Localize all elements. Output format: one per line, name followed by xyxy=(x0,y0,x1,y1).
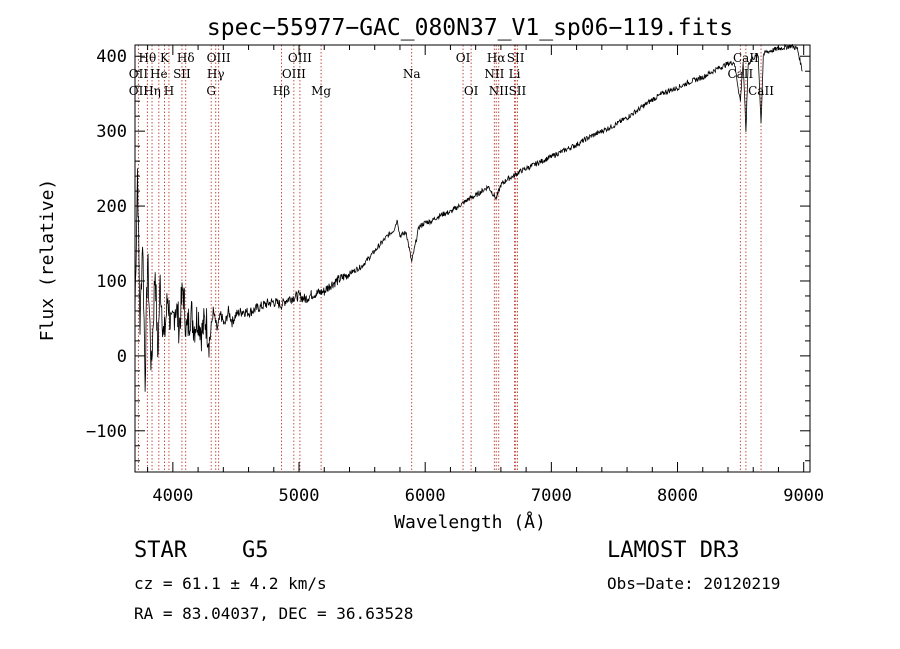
line-label: Hγ xyxy=(207,67,225,81)
line-label: OI xyxy=(464,84,479,98)
survey-name: LAMOST DR3 xyxy=(607,538,740,563)
chart-title: spec−55977−GAC_080N37_V1_sp06−119.fits xyxy=(207,15,733,41)
object-class: STAR xyxy=(134,538,187,563)
line-label: CaII xyxy=(733,51,759,65)
x-tick-label: 6000 xyxy=(405,486,446,506)
y-tick-label: −100 xyxy=(86,422,127,442)
line-label: Hα xyxy=(487,51,506,65)
line-label: Hθ xyxy=(139,51,157,65)
line-label: OIII xyxy=(282,67,306,81)
y-axis-label: Flux (relative) xyxy=(37,179,58,342)
line-label: SII xyxy=(173,67,191,81)
line-label: OII xyxy=(129,84,149,98)
line-label: NII xyxy=(484,67,504,81)
line-label: G xyxy=(206,84,216,98)
line-label: K xyxy=(160,51,170,65)
line-label: H xyxy=(164,84,174,98)
line-label: SII xyxy=(507,51,525,65)
line-label: SII xyxy=(509,84,527,98)
x-tick-label: 7000 xyxy=(531,486,572,506)
line-label: Hη xyxy=(143,84,161,98)
line-label: OI xyxy=(456,51,471,65)
line-label: OIII xyxy=(207,51,231,65)
spectrum-chart: spec−55977−GAC_080N37_V1_sp06−119.fits H… xyxy=(37,15,824,533)
line-label: CaII xyxy=(748,84,774,98)
y-axis-ticks: −100 0 100 200 300 400 xyxy=(86,47,810,462)
plot-series xyxy=(134,43,803,392)
spectral-line-markers xyxy=(137,45,762,472)
line-label: OIII xyxy=(288,51,312,65)
redshift-cz: cz = 61.1 ± 4.2 km/s xyxy=(134,574,327,593)
x-tick-label: 5000 xyxy=(279,486,320,506)
observation-date: Obs−Date: 20120219 xyxy=(607,574,781,593)
line-label: Na xyxy=(403,67,421,81)
x-axis-label: Wavelength (Å) xyxy=(394,511,546,533)
x-tick-label: 4000 xyxy=(152,486,193,506)
coordinates: RA = 83.04037, DEC = 36.63528 xyxy=(134,604,414,623)
spectrum-line xyxy=(134,43,803,392)
y-tick-label: 400 xyxy=(96,47,127,67)
line-label: Li xyxy=(509,67,521,81)
x-tick-label: 8000 xyxy=(657,486,698,506)
x-tick-label: 9000 xyxy=(783,486,824,506)
y-tick-label: 200 xyxy=(96,197,127,217)
line-label: NII xyxy=(489,84,509,98)
y-tick-label: 100 xyxy=(96,272,127,292)
object-subclass: G5 xyxy=(242,538,269,563)
line-label: He xyxy=(150,67,168,81)
line-label: OII xyxy=(129,67,149,81)
plot-frame xyxy=(134,44,811,473)
line-label: Hβ xyxy=(273,84,290,98)
y-tick-label: 300 xyxy=(96,122,127,142)
y-tick-label: 0 xyxy=(117,347,127,367)
x-axis-ticks: 4000 5000 6000 7000 8000 9000 xyxy=(147,45,824,506)
line-label: Mg xyxy=(311,84,331,98)
line-label: CaII xyxy=(727,67,753,81)
line-label: Hδ xyxy=(177,51,195,65)
